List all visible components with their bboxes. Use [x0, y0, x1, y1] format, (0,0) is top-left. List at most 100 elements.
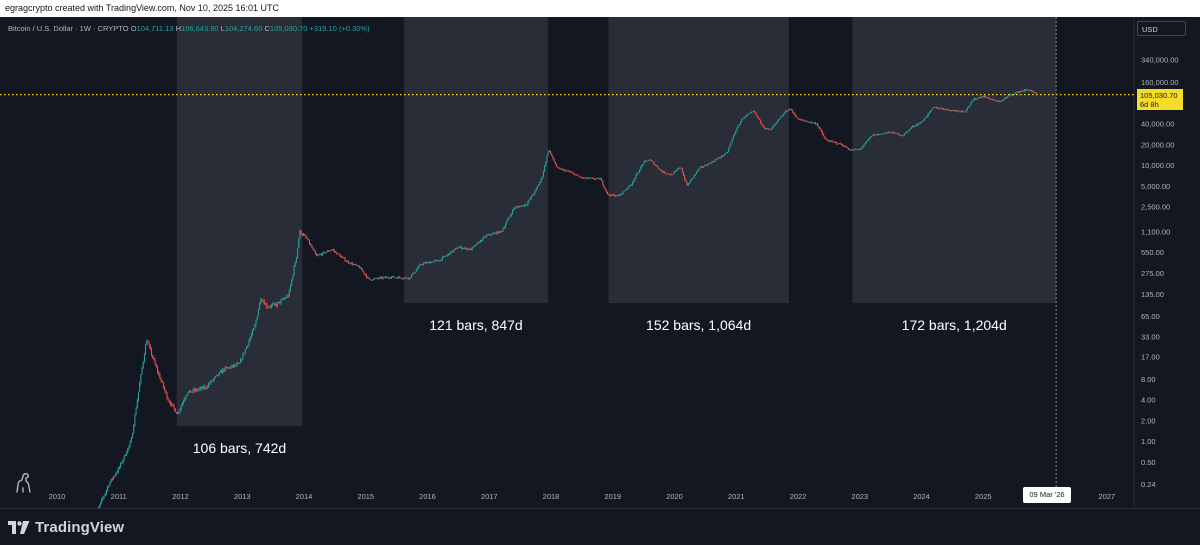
candle-body-531: [722, 155, 724, 157]
candle-body-420: [590, 177, 592, 179]
candle-body-754: [987, 96, 989, 98]
candle-body-679: [897, 133, 899, 135]
candle-body-435: [608, 193, 610, 196]
candle-body-539: [731, 138, 733, 142]
candle-body-101: [211, 380, 213, 382]
candle-body-414: [583, 177, 585, 179]
candle-body-725: [952, 110, 954, 112]
candle-body-443: [617, 194, 619, 196]
candle-body-587: [788, 108, 790, 111]
y-axis: 340,000.00 160,000.00 40,000.00 20,000.00 10…: [1133, 17, 1179, 508]
candle-body-168: [291, 279, 293, 286]
candle-body-83: [190, 390, 192, 393]
candle-body-686: [906, 131, 908, 133]
candle-body-370: [531, 195, 533, 199]
candle-body-360: [519, 206, 521, 208]
x-tick-label-2: 2012: [172, 492, 189, 501]
candle-body-273: [415, 269, 417, 272]
candle-body-434: [607, 192, 609, 194]
candle-body-154: [274, 303, 276, 305]
candle-body-548: [742, 118, 744, 120]
candle-body-276: [419, 264, 421, 267]
candle-body-426: [597, 178, 599, 179]
candle-body-661: [876, 134, 878, 136]
candle-body-433: [605, 189, 607, 193]
tradingview-logo[interactable]: TradingView: [8, 519, 124, 536]
candle-body-104: [215, 375, 217, 378]
candle-body-622: [830, 140, 832, 142]
candle-body-357: [515, 206, 517, 209]
candle-body-62: [165, 390, 167, 393]
candle-body-284: [428, 261, 430, 264]
candle-body-343: [498, 230, 500, 234]
candle-body-159: [280, 299, 282, 304]
candle-body-758: [991, 98, 993, 100]
candle-body-467: [646, 160, 648, 162]
candle-body-349: [506, 221, 508, 225]
candle-body-345: [501, 231, 503, 233]
candle-body-499: [684, 175, 686, 180]
y-tick-label-1: 160,000.00: [1141, 78, 1179, 87]
candle-body-608: [813, 122, 815, 124]
dinosaur-icon[interactable]: [14, 472, 32, 494]
candle-body-551: [745, 115, 747, 117]
candle-body-85: [192, 389, 194, 392]
shaded-range-4: [852, 17, 1057, 304]
candle-body-400: [566, 170, 568, 172]
candle-body-651: [864, 142, 866, 145]
candle-body-137: [254, 325, 256, 329]
candle-body-346: [502, 228, 504, 232]
candle-body-215: [346, 261, 348, 263]
candle-body-73: [178, 411, 180, 413]
candle-body-699: [921, 121, 923, 123]
price-chart[interactable]: 106 bars, 742d 121 bars, 847d 152 bars, 1,…: [0, 17, 1200, 508]
candle-body-600: [804, 120, 806, 122]
candle-body-571: [769, 129, 771, 131]
candle-body-335: [489, 234, 491, 235]
candle-body-75: [180, 405, 182, 409]
candle-body-138: [255, 320, 257, 326]
candle-body-28: [124, 455, 126, 457]
candle-body-677: [895, 132, 897, 134]
candle-body-403: [570, 171, 572, 173]
candle-body-741: [971, 101, 973, 103]
candle-body-322: [474, 245, 476, 247]
candle-body-245: [382, 277, 384, 279]
candle-body-277: [420, 264, 422, 266]
candle-body-761: [995, 99, 997, 101]
candle-body-328: [481, 240, 483, 242]
candle-body-53: [154, 359, 156, 365]
candle-body-624: [832, 141, 834, 143]
y-tick-label-19: 0.24: [1141, 480, 1156, 489]
candle-body-382: [545, 161, 547, 166]
candle-body-468: [647, 160, 649, 162]
candle-body-744: [975, 98, 977, 100]
candle-body-303: [451, 251, 453, 253]
candle-body-147: [266, 303, 268, 308]
candle-body-352: [509, 215, 511, 218]
candle-body-453: [629, 185, 631, 186]
candle-body-348: [504, 224, 506, 228]
range-label-1: 106 bars, 742d: [193, 440, 286, 456]
candle-body-635: [845, 146, 847, 148]
candle-body-334: [488, 234, 490, 235]
footer: TradingView: [0, 508, 1200, 545]
y-tick-label-2: 40,000.00: [1141, 120, 1174, 129]
candle-body-66: [170, 402, 172, 405]
candle-body-740: [970, 102, 972, 106]
candle-body-380: [542, 171, 544, 177]
candle-body-730: [958, 110, 960, 112]
candle-body-298: [445, 255, 447, 257]
candle-body-782: [1020, 90, 1022, 92]
candle-body-580: [780, 116, 782, 119]
candle-body-14: [108, 486, 110, 487]
candle-body-134: [250, 334, 252, 338]
x-tick-label-3: 2013: [234, 492, 251, 501]
candle-body-24: [120, 462, 122, 468]
high-value: 106,643.90: [181, 24, 219, 33]
candle-body-644: [856, 149, 858, 150]
candle-body-9: [102, 497, 104, 500]
candle-body-525: [715, 159, 717, 162]
currency-button[interactable]: USD: [1137, 21, 1186, 36]
chart-frame[interactable]: 106 bars, 742d 121 bars, 847d 152 bars, 1,…: [0, 17, 1200, 508]
